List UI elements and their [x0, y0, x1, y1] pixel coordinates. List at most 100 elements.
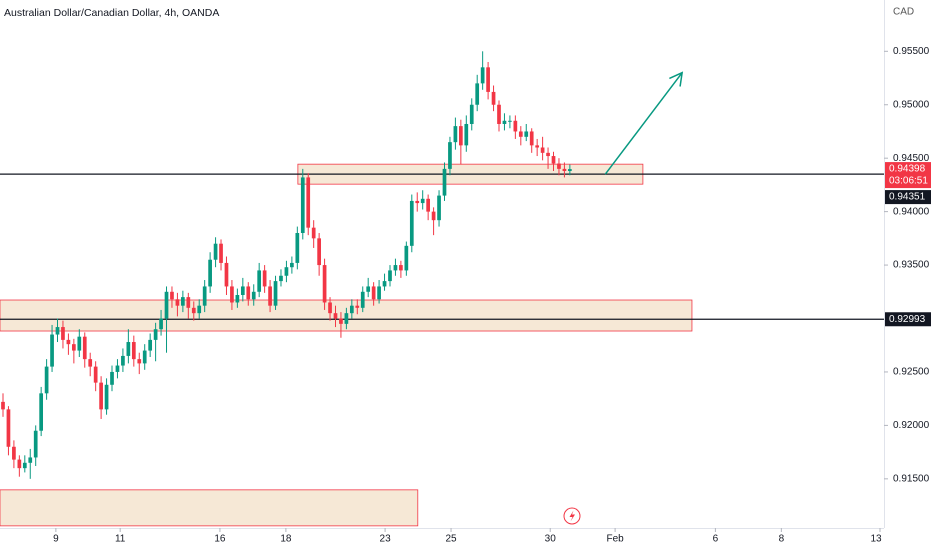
candle-body [12, 446, 16, 460]
candle-body [295, 233, 300, 263]
candle-body [262, 270, 267, 287]
price-label: 0.94351 [889, 192, 926, 203]
y-tick-label: 0.94500 [893, 153, 930, 164]
candle-body [93, 366, 98, 383]
x-tick-label: 6 [713, 534, 719, 545]
candle-body [366, 286, 371, 292]
candle-body [409, 200, 414, 246]
y-tick-label: 0.92000 [893, 420, 930, 431]
candle-body [224, 262, 229, 287]
candle-body [55, 327, 60, 335]
candle-body [88, 359, 93, 367]
alert-icon[interactable] [563, 507, 581, 525]
candle-body [322, 265, 327, 303]
x-tick-label: 30 [545, 534, 557, 545]
candle-body [448, 142, 452, 169]
candle-body [306, 177, 311, 228]
candle-body [388, 270, 392, 282]
candle-body [437, 195, 441, 221]
plot-area [0, 51, 884, 527]
candle-body [349, 305, 354, 314]
candle-body [344, 313, 349, 324]
candle-body [186, 297, 191, 308]
candle-body [399, 265, 403, 271]
candle-body [518, 131, 523, 137]
candle-body [28, 457, 33, 463]
y-tick-label: 0.95500 [893, 46, 930, 57]
candle-body [1, 401, 5, 410]
candle-body [360, 291, 365, 308]
arrow-head [669, 71, 684, 87]
price-label-box [885, 312, 931, 327]
candle-body [191, 307, 196, 314]
price-label-box [885, 190, 931, 205]
x-tick-label: 8 [779, 534, 785, 545]
candle-body [213, 243, 218, 260]
candle-body [404, 245, 409, 271]
candle-body [39, 393, 44, 431]
candle-body [219, 243, 223, 263]
candle-body [480, 67, 485, 84]
candle-body [508, 120, 512, 122]
candle-body [197, 305, 202, 314]
candle-body [235, 294, 240, 303]
candle-body [513, 120, 518, 132]
candle-body [442, 168, 447, 196]
countdown-label: 03:06:51 [889, 176, 928, 187]
candle-body [475, 83, 480, 105]
x-tick-label: 9 [53, 534, 59, 545]
candle-body [208, 259, 212, 287]
candle-body [382, 281, 387, 287]
candle-body [317, 238, 321, 266]
candle-body [377, 286, 381, 300]
candle-body [246, 286, 251, 300]
candle-body [453, 126, 458, 143]
candle-body [170, 291, 174, 300]
x-tick-label: 18 [280, 534, 292, 545]
candle-body [22, 462, 27, 469]
candle-body [175, 299, 180, 306]
candle-body [290, 262, 294, 268]
candle-body [469, 104, 474, 124]
x-tick-label: 11 [115, 534, 126, 545]
chart-title: Australian Dollar/Canadian Dollar, 4h, O… [4, 7, 219, 19]
candle-body [126, 342, 131, 356]
price-label: 0.94398 [889, 164, 926, 175]
candle-body [333, 313, 338, 319]
candle-body [431, 211, 436, 221]
candle-body [44, 366, 49, 394]
candle-body [148, 339, 153, 351]
candle-body [279, 275, 283, 282]
price-zone [0, 489, 419, 527]
candle-body [251, 291, 256, 300]
candle-body [311, 227, 316, 239]
candle-body [230, 286, 234, 303]
candle-body [415, 200, 420, 204]
candle-body [393, 265, 398, 271]
candle-body [420, 198, 425, 204]
candle-body [181, 297, 185, 306]
y-tick-label: 0.92500 [893, 367, 930, 378]
candle-body [355, 305, 360, 308]
candle-body [562, 168, 567, 172]
candle-body [164, 291, 169, 319]
candle-body [137, 359, 142, 364]
candle-body [551, 156, 556, 164]
candle-body [77, 336, 82, 351]
candle-body [497, 104, 501, 124]
candle-body [257, 270, 262, 292]
x-tick-label: 16 [214, 534, 226, 545]
candle-body [131, 342, 136, 360]
candle-body [300, 177, 305, 234]
candle-body [540, 147, 545, 153]
candle-body [535, 145, 540, 148]
candle-body [268, 286, 272, 306]
candle-body [72, 344, 76, 351]
candle-body [110, 371, 114, 385]
candle-body [371, 286, 376, 300]
candle-body [458, 126, 463, 146]
candle-body [557, 163, 561, 169]
trend-arrow [604, 72, 683, 175]
